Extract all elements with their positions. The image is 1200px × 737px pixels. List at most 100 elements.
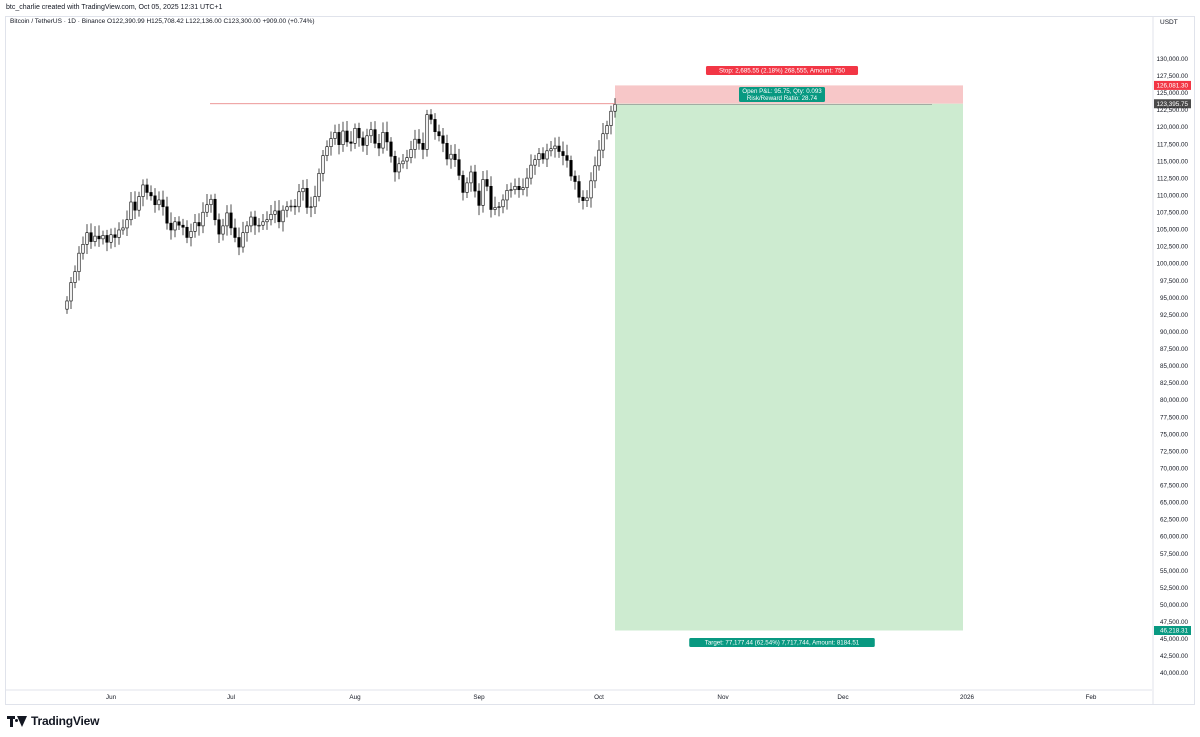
candle <box>537 153 541 160</box>
candle <box>189 231 193 238</box>
candle <box>301 188 305 193</box>
candle <box>549 148 553 152</box>
candle <box>457 159 461 176</box>
candle <box>217 219 221 235</box>
candle <box>477 190 481 206</box>
candle <box>489 185 493 210</box>
svg-text:Stop: 2,685.55 (2.18%) 268,555: Stop: 2,685.55 (2.18%) 268,555, Amount: … <box>719 68 845 75</box>
candle <box>173 221 177 231</box>
y-tick-label: 77,500.00 <box>1160 414 1189 421</box>
candle <box>197 222 201 227</box>
y-tick-label: 67,500.00 <box>1160 483 1189 490</box>
y-tick-label: 85,000.00 <box>1160 363 1189 370</box>
candle <box>449 153 453 160</box>
candle <box>137 196 141 211</box>
candle <box>257 224 261 227</box>
x-tick-label: Sep <box>473 694 485 701</box>
x-tick-label: Jul <box>227 694 235 701</box>
candle <box>185 226 189 238</box>
candle <box>81 244 85 254</box>
candle <box>413 138 417 150</box>
y-tick-label: 117,500.00 <box>1157 141 1189 148</box>
candle <box>405 157 409 162</box>
candle <box>357 127 361 139</box>
candle <box>281 209 285 223</box>
y-tick-label: 42,500.00 <box>1160 653 1189 660</box>
y-tick-label: 70,000.00 <box>1160 465 1189 472</box>
candle <box>305 188 309 208</box>
candle <box>321 155 325 174</box>
y-tick-label: 40,000.00 <box>1160 670 1189 677</box>
y-tick-label: 47,500.00 <box>1160 619 1189 626</box>
y-tick-label: 75,000.00 <box>1160 431 1189 438</box>
candle <box>513 185 517 191</box>
candle <box>529 164 533 179</box>
candle <box>253 216 257 226</box>
x-tick-label: 2026 <box>960 694 975 701</box>
candle <box>181 224 185 228</box>
candle <box>313 196 317 208</box>
candle <box>565 155 569 161</box>
candle <box>469 171 473 184</box>
candle <box>397 163 401 173</box>
candle <box>277 210 281 223</box>
candle <box>485 179 489 187</box>
stop-label[interactable]: Stop: 2,685.55 (2.18%) 268,555, Amount: … <box>705 66 859 75</box>
candle <box>521 187 525 191</box>
y-tick-label: 62,500.00 <box>1160 517 1189 524</box>
candle <box>133 201 137 211</box>
target-label[interactable]: Target: 77,177.44 (62.54%) 7,717,744, Am… <box>689 638 875 647</box>
candle <box>209 198 213 206</box>
candle <box>385 132 389 143</box>
candle <box>85 232 89 245</box>
tradingview-logo: TradingView <box>7 713 99 729</box>
candle <box>349 141 353 144</box>
tradingview-logo-icon <box>7 715 27 727</box>
candle <box>289 205 293 208</box>
candle <box>573 175 577 182</box>
candle <box>213 198 217 221</box>
y-tick-label: 95,000.00 <box>1160 295 1189 302</box>
candle <box>613 104 617 112</box>
candle <box>393 155 397 173</box>
candle <box>417 138 421 144</box>
candle <box>77 252 81 272</box>
candle <box>437 131 441 137</box>
entry-price-tag: 123,395.75 <box>1154 99 1191 109</box>
candle <box>373 129 377 144</box>
candle <box>149 192 153 197</box>
candle <box>157 199 161 206</box>
candle <box>577 181 581 198</box>
symbol-legend: Bitcoin / TetherUS · 1D · Binance O122,3… <box>10 18 315 25</box>
y-tick-label: 125,000.00 <box>1156 90 1188 97</box>
svg-text:46,218.31: 46,218.31 <box>1160 628 1189 635</box>
candle <box>545 150 549 160</box>
candle <box>341 130 345 145</box>
candle <box>153 195 157 206</box>
y-tick-label: 55,000.00 <box>1160 568 1189 575</box>
candle <box>165 206 169 224</box>
y-tick-label: 122,500.00 <box>1156 107 1188 114</box>
y-tick-label: 87,500.00 <box>1160 346 1189 353</box>
target-zone[interactable] <box>615 103 963 631</box>
candle <box>233 227 237 238</box>
candle <box>465 182 469 193</box>
chart-frame[interactable] <box>5 16 1195 705</box>
candle <box>205 204 209 213</box>
x-tick-label: Jun <box>106 694 117 701</box>
candle <box>533 159 537 166</box>
candle <box>65 300 69 310</box>
candle <box>541 153 545 160</box>
candle <box>585 197 589 201</box>
candle <box>105 235 109 243</box>
candle <box>497 206 501 208</box>
y-tick-label: 127,500.00 <box>1156 73 1188 80</box>
candle <box>241 232 245 248</box>
chart-credit: btc_charlie created with TradingView.com… <box>6 4 223 11</box>
candle <box>597 149 601 167</box>
svg-text:Target: 77,177.44 (62.54%) 7,7: Target: 77,177.44 (62.54%) 7,717,744, Am… <box>705 640 860 647</box>
y-tick-label: 92,500.00 <box>1160 312 1189 319</box>
candle <box>473 171 477 192</box>
